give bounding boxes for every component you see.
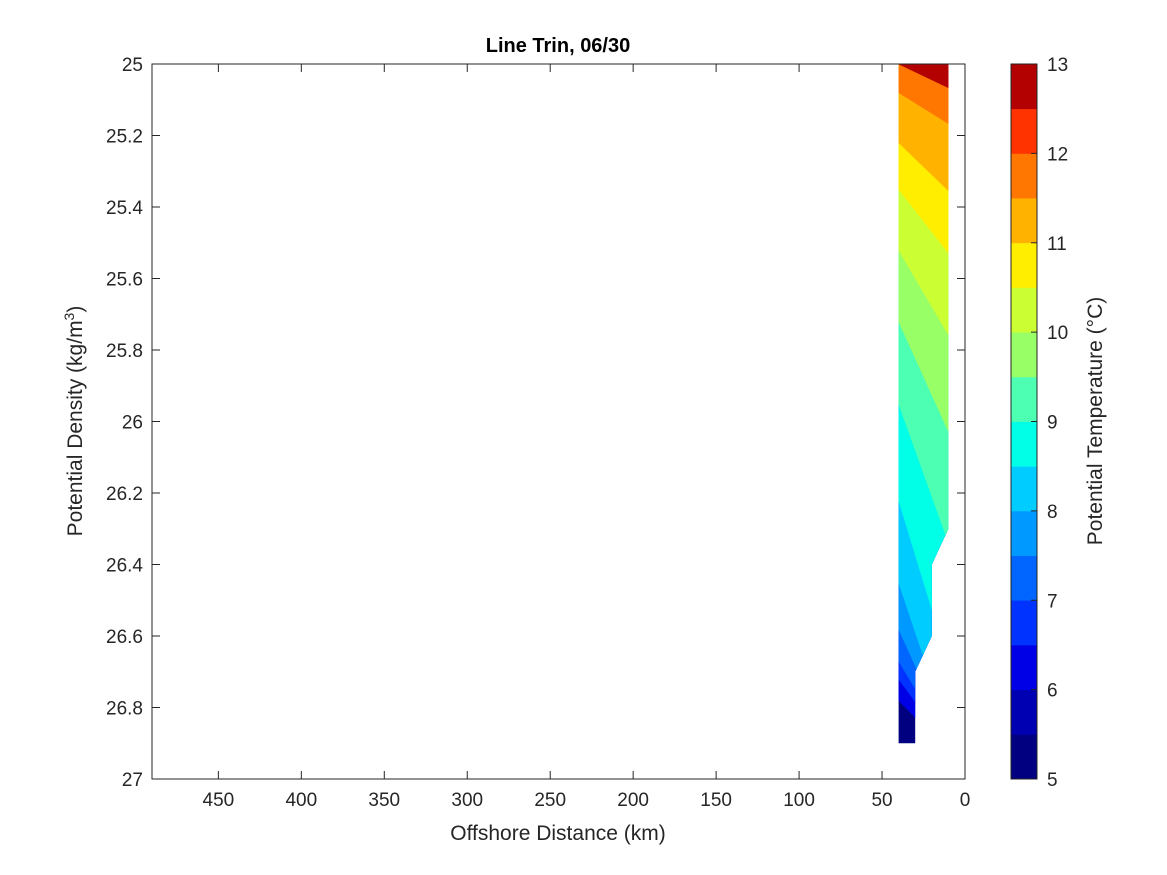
plot-area: 450 400 350 300 250 200 150 100 50 0 2525.225.425…: [106, 55, 970, 811]
y-axis-label-close: ): [64, 306, 87, 313]
colorbar-swatch: [1011, 644, 1037, 691]
y-axis-label-superscript: 3: [61, 312, 77, 320]
colorbar-swatch: [1011, 287, 1037, 333]
y-tick-label: 26.6: [106, 627, 143, 648]
colorbar-label: Potential Temperature (°C): [1084, 297, 1107, 545]
x-tick-label: 150: [700, 790, 732, 811]
x-tick-label: 400: [285, 790, 317, 811]
colorbar-tick-label: 11: [1047, 234, 1067, 255]
y-tick-label: 26.4: [106, 556, 143, 577]
colorbar: 5 6 7 8 9 10 11 12 13 Potential Temperature (°C): [1010, 55, 1107, 791]
y-axis-label: Potential Density (kg/m3): [61, 306, 87, 537]
x-tick-label: 350: [368, 790, 400, 811]
colorbar-tick-label: 6: [1047, 681, 1058, 702]
axes-background: [152, 64, 965, 779]
colorbar-tick-label: 8: [1047, 502, 1058, 523]
y-tick-label: 25.2: [106, 127, 143, 148]
colorbar-swatch: [1011, 108, 1037, 154]
y-tick-label: 25: [122, 55, 143, 76]
x-tick-label: 0: [960, 790, 971, 811]
colorbar-tick-label: 12: [1047, 144, 1068, 165]
x-tick-label: 50: [871, 790, 892, 811]
colorbar-tick-label: 10: [1047, 323, 1068, 344]
colorbar-swatch: [1011, 242, 1037, 288]
y-tick-label: 26: [122, 413, 143, 434]
x-axis-label: Offshore Distance (km): [450, 822, 666, 845]
chart-title: Line Trin, 06/30: [486, 35, 631, 57]
y-tick-label: 26.2: [106, 484, 143, 505]
x-tick-label: 250: [534, 790, 566, 811]
x-axis: 450 400 350 300 250 200 150 100 50 0: [203, 64, 971, 811]
y-tick-label: 25.6: [106, 270, 143, 291]
colorbar-swatch: [1011, 734, 1037, 780]
y-axis-label-main: Potential Density (kg/m: [64, 320, 87, 536]
colorbar-swatch: [1011, 689, 1037, 735]
colorbar-swatch: [1011, 332, 1037, 378]
y-tick-label: 27: [122, 770, 143, 791]
colorbar-swatch: [1011, 600, 1037, 646]
x-tick-label: 300: [451, 790, 483, 811]
colorbar-swatch: [1011, 64, 1037, 110]
y-tick-label: 25.4: [106, 198, 143, 219]
colorbar-ticks: 5 6 7 8 9 10 11 12 13: [1031, 55, 1068, 791]
colorbar-swatch: [1011, 376, 1037, 422]
x-tick-label: 100: [783, 790, 815, 811]
colorbar-swatches: [1011, 64, 1037, 780]
colorbar-swatch: [1011, 555, 1037, 601]
colorbar-tick-label: 5: [1047, 770, 1058, 791]
colorbar-swatch: [1011, 153, 1037, 199]
colorbar-swatch: [1011, 466, 1037, 512]
y-tick-label: 26.8: [106, 699, 143, 720]
x-tick-label: 450: [203, 790, 235, 811]
colorbar-tick-label: 7: [1047, 591, 1058, 612]
colorbar-swatch: [1011, 421, 1037, 467]
colorbar-swatch: [1011, 198, 1037, 244]
colorbar-tick-label: 13: [1047, 55, 1068, 76]
colorbar-tick-label: 9: [1047, 413, 1058, 434]
y-axis: 25 25.2 25.4 25.6 25.8 26 26.2 26.4 26.6 26.8 27: [106, 55, 965, 791]
x-tick-label: 200: [617, 790, 649, 811]
y-tick-label: 25.8: [106, 341, 143, 362]
colorbar-swatch: [1011, 510, 1037, 556]
